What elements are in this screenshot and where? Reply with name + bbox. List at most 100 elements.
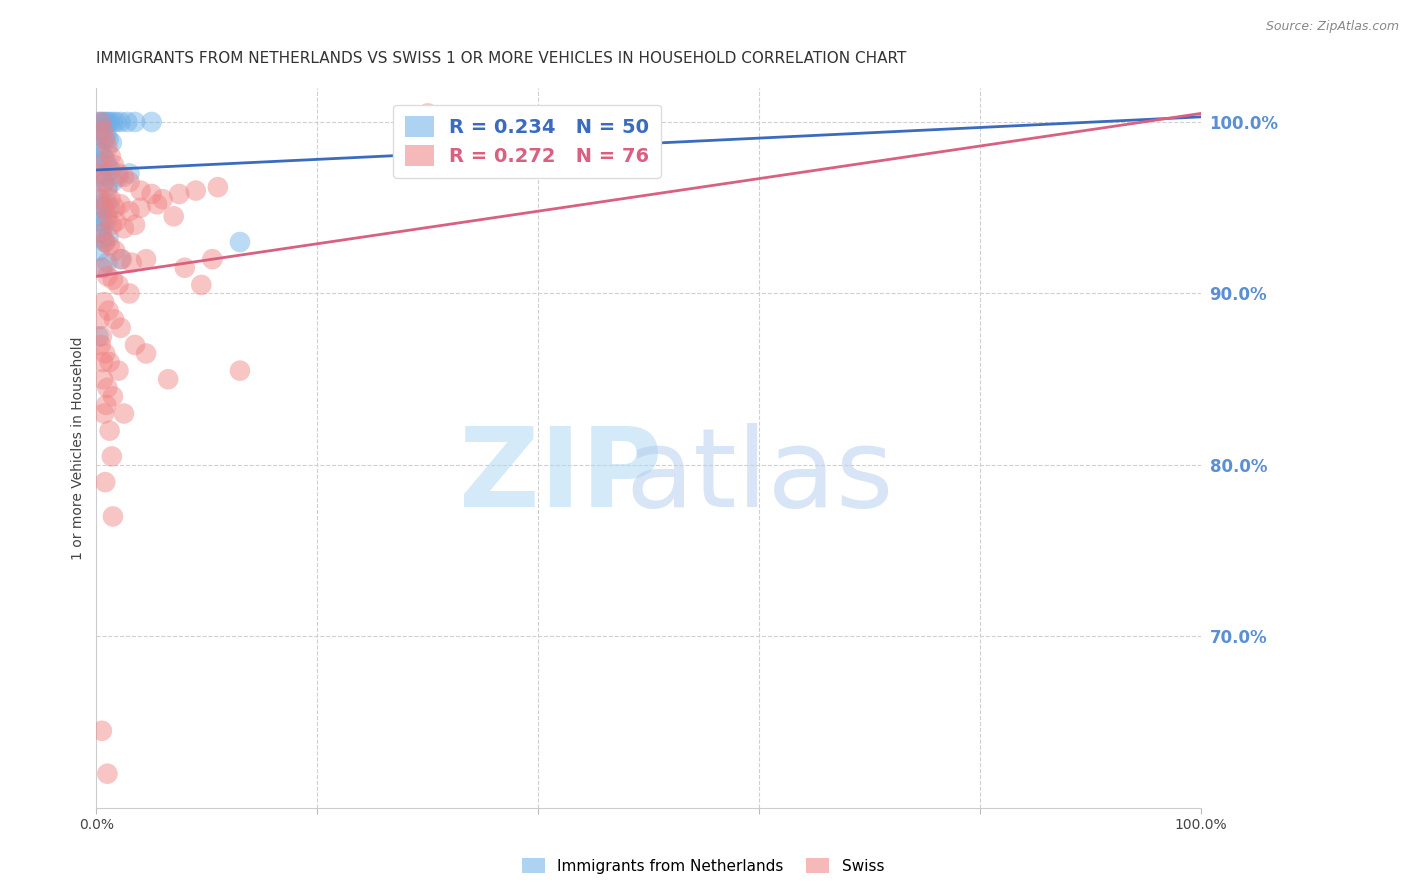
- Point: [93, 218, 115, 232]
- Point: [416, 106, 439, 120]
- Point: [100, 149, 122, 163]
- Point: [91, 260, 114, 275]
- Point: [124, 338, 146, 352]
- Point: [98, 355, 121, 369]
- Point: [190, 277, 212, 292]
- Point: [89, 312, 111, 326]
- Point: [94, 235, 117, 249]
- Point: [90, 214, 112, 228]
- Point: [96, 128, 118, 143]
- Point: [91, 115, 114, 129]
- Text: atlas: atlas: [626, 423, 893, 530]
- Point: [91, 123, 114, 137]
- Point: [107, 277, 129, 292]
- Legend: Immigrants from Netherlands, Swiss: Immigrants from Netherlands, Swiss: [516, 852, 890, 880]
- Point: [90, 169, 112, 184]
- Point: [89, 158, 111, 172]
- Point: [118, 204, 141, 219]
- Point: [90, 227, 112, 241]
- Point: [117, 115, 139, 129]
- Point: [94, 153, 117, 167]
- Point: [121, 255, 143, 269]
- Point: [152, 192, 174, 206]
- Point: [90, 260, 112, 275]
- Point: [90, 166, 112, 180]
- Point: [96, 180, 118, 194]
- Point: [93, 175, 115, 189]
- Point: [107, 169, 129, 184]
- Point: [101, 218, 124, 232]
- Point: [110, 115, 132, 129]
- Point: [94, 115, 117, 129]
- Point: [90, 329, 112, 343]
- Text: ZIP: ZIP: [458, 423, 662, 530]
- Point: [96, 184, 118, 198]
- Y-axis label: 1 or more Vehicles in Household: 1 or more Vehicles in Household: [72, 336, 86, 559]
- Point: [90, 145, 112, 160]
- Point: [90, 227, 112, 241]
- Point: [96, 212, 118, 227]
- Point: [201, 252, 224, 267]
- Point: [96, 209, 118, 223]
- Point: [101, 450, 124, 464]
- Point: [93, 175, 115, 189]
- Point: [110, 320, 132, 334]
- Point: [103, 312, 125, 326]
- Point: [101, 136, 124, 150]
- Point: [101, 273, 124, 287]
- Point: [91, 231, 114, 245]
- Point: [112, 169, 135, 184]
- Point: [98, 201, 121, 215]
- Point: [96, 158, 118, 172]
- Text: Source: ZipAtlas.com: Source: ZipAtlas.com: [1265, 20, 1399, 33]
- Point: [87, 329, 110, 343]
- Point: [112, 407, 135, 421]
- Point: [229, 235, 252, 249]
- Point: [93, 407, 115, 421]
- Point: [118, 175, 141, 189]
- Point: [97, 303, 120, 318]
- Point: [89, 209, 111, 223]
- Point: [91, 355, 114, 369]
- Point: [118, 286, 141, 301]
- Point: [90, 338, 112, 352]
- Point: [98, 424, 121, 438]
- Point: [110, 252, 132, 267]
- Point: [89, 244, 111, 258]
- Point: [96, 195, 118, 210]
- Point: [90, 115, 112, 129]
- Point: [129, 201, 152, 215]
- Point: [98, 115, 121, 129]
- Point: [104, 244, 127, 258]
- Point: [207, 180, 229, 194]
- Point: [110, 197, 132, 211]
- Point: [105, 214, 128, 228]
- Text: IMMIGRANTS FROM NETHERLANDS VS SWISS 1 OR MORE VEHICLES IN HOUSEHOLD CORRELATION: IMMIGRANTS FROM NETHERLANDS VS SWISS 1 O…: [97, 51, 907, 66]
- Legend: R = 0.234   N = 50, R = 0.272   N = 76: R = 0.234 N = 50, R = 0.272 N = 76: [392, 104, 661, 178]
- Point: [91, 201, 114, 215]
- Point: [93, 295, 115, 310]
- Point: [89, 123, 111, 137]
- Point: [163, 209, 186, 223]
- Point: [141, 187, 163, 202]
- Point: [100, 163, 122, 178]
- Point: [101, 509, 124, 524]
- Point: [173, 260, 195, 275]
- Point: [96, 269, 118, 284]
- Point: [87, 141, 110, 155]
- Point: [96, 398, 118, 412]
- Point: [90, 115, 112, 129]
- Point: [93, 132, 115, 146]
- Point: [96, 141, 118, 155]
- Point: [87, 115, 110, 129]
- Point: [94, 132, 117, 146]
- Point: [107, 166, 129, 180]
- Point: [167, 187, 190, 202]
- Point: [184, 184, 207, 198]
- Point: [90, 197, 112, 211]
- Point: [101, 175, 124, 189]
- Point: [98, 238, 121, 252]
- Point: [101, 389, 124, 403]
- Point: [118, 166, 141, 180]
- Point: [96, 381, 118, 395]
